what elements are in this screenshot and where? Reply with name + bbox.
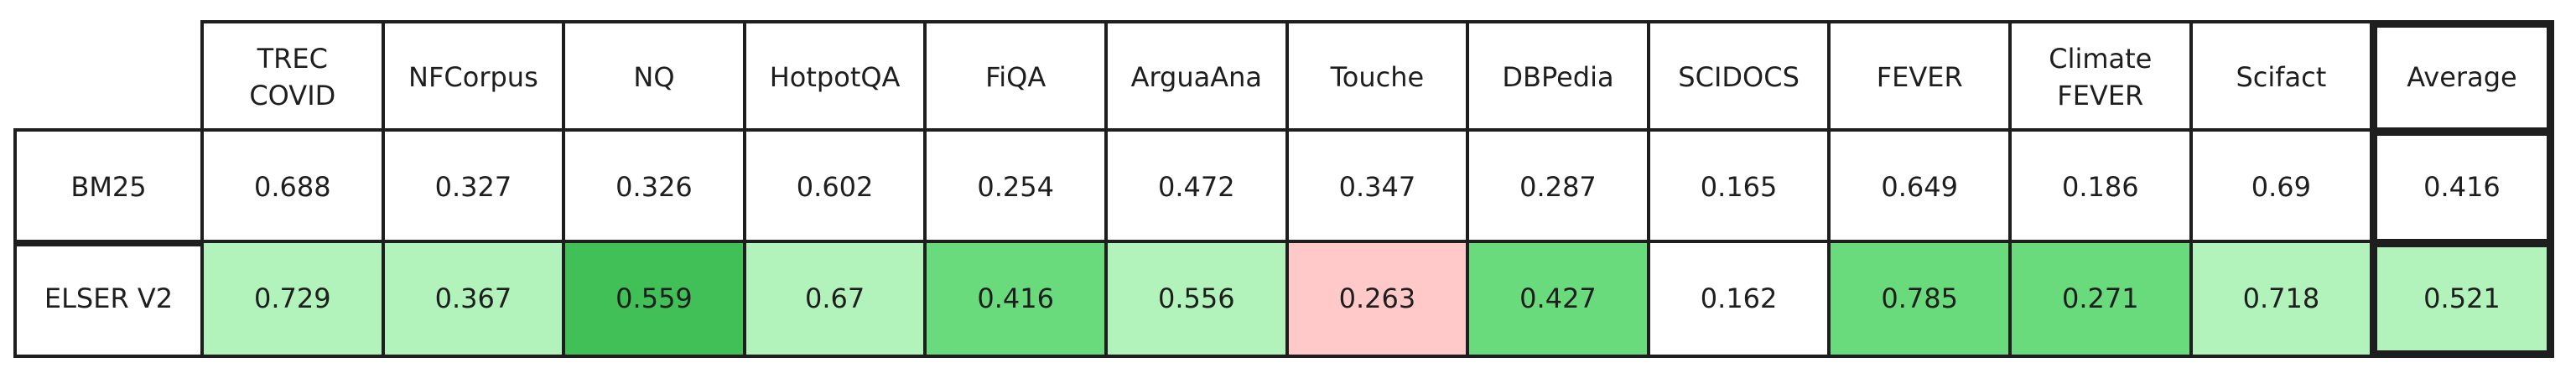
- column-header-hotpotqa: HotpotQA: [742, 20, 927, 135]
- score-cell: 0.559: [562, 240, 746, 358]
- score-cell: 0.649: [1827, 128, 2012, 246]
- score-cell: 0.263: [1285, 240, 1470, 358]
- score-cell: 0.718: [2189, 240, 2374, 358]
- column-header-nfcorpus: NFCorpus: [381, 20, 566, 135]
- score-cell: 0.165: [1646, 128, 1831, 246]
- column-header-trec-covid: TREC COVID: [200, 20, 385, 135]
- score-cell: 0.521: [2370, 240, 2554, 358]
- row-label-bm25: BM25: [13, 128, 204, 246]
- column-header-dbpedia: DBPedia: [1466, 20, 1650, 135]
- score-cell: 0.729: [200, 240, 385, 358]
- score-cell: 0.287: [1466, 128, 1650, 246]
- column-header-scidocs: SCIDOCS: [1646, 20, 1831, 135]
- column-header-arguaana: ArguaAna: [1104, 20, 1289, 135]
- score-cell: 0.254: [923, 128, 1108, 246]
- row-label-elser-v2: ELSER V2: [13, 240, 204, 358]
- score-cell: 0.556: [1104, 240, 1289, 358]
- column-header-fever: FEVER: [1827, 20, 2012, 135]
- score-cell: 0.327: [381, 128, 566, 246]
- column-header-average: Average: [2370, 20, 2554, 135]
- score-cell: 0.69: [2189, 128, 2374, 246]
- score-cell: 0.785: [1827, 240, 2012, 358]
- score-cell: 0.186: [2008, 128, 2193, 246]
- score-cell: 0.367: [381, 240, 566, 358]
- score-cell: 0.472: [1104, 128, 1289, 246]
- score-cell: 0.162: [1646, 240, 1831, 358]
- score-cell: 0.688: [200, 128, 385, 246]
- score-cell: 0.347: [1285, 128, 1470, 246]
- score-cell: 0.416: [923, 240, 1108, 358]
- score-cell: 0.416: [2370, 128, 2554, 246]
- score-cell: 0.67: [742, 240, 927, 358]
- column-header-nq: NQ: [562, 20, 746, 135]
- score-cell: 0.326: [562, 128, 746, 246]
- column-header-touche: Touche: [1285, 20, 1470, 135]
- column-header-scifact: Scifact: [2189, 20, 2374, 135]
- score-cell: 0.602: [742, 128, 927, 246]
- column-header-fiqa: FiQA: [923, 20, 1108, 135]
- score-cell: 0.427: [1466, 240, 1650, 358]
- column-header-climate-fever: Climate FEVER: [2008, 20, 2193, 135]
- score-cell: 0.271: [2008, 240, 2193, 358]
